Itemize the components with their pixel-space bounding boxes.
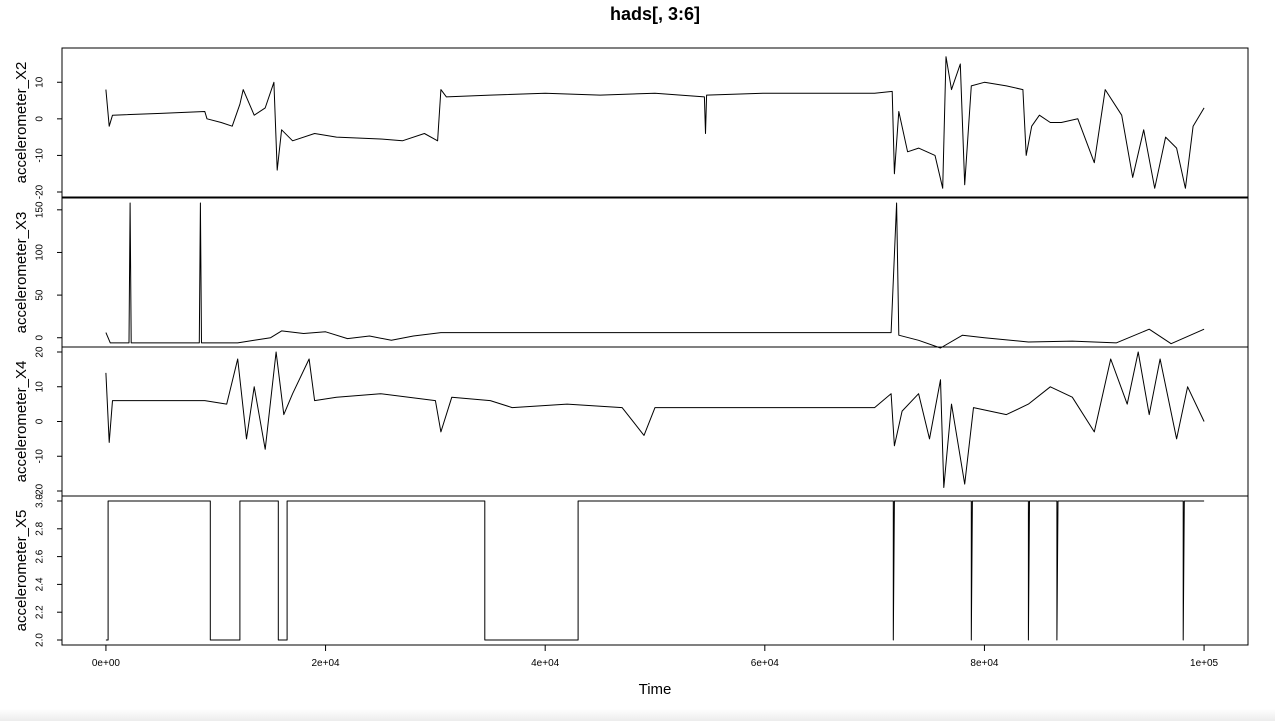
panel-frame — [61, 197, 1249, 348]
y-tick-label: -10 — [35, 449, 46, 464]
panel-accelerometer_X2: -20 -10 0 10 accelerometer_X2 — [13, 47, 1249, 199]
window-bottom-edge — [0, 709, 1275, 721]
x-tick-label: 1e+05 — [1190, 658, 1219, 669]
y-tick-label: 2.4 — [35, 577, 46, 591]
x-tick-label: 8e+04 — [970, 658, 999, 669]
y-tick-label: 100 — [35, 244, 46, 261]
y-tick-label: 150 — [35, 201, 46, 218]
panel-frame — [61, 47, 1249, 198]
y-axis-label-accelerometer_X3: accelerometer_X3 — [13, 212, 30, 334]
series-line-accelerometer_X2 — [105, 56, 1205, 189]
series-line-accelerometer_X4 — [105, 351, 1205, 488]
panel-accelerometer_X4: -20 -10 0 10 20 accelerometer_X4 — [13, 346, 1249, 498]
y-tick-label: 10 — [35, 76, 46, 88]
series-line-accelerometer_X5 — [105, 500, 1205, 641]
y-tick-label: 20 — [35, 346, 46, 358]
y-tick-label: 3.0 — [35, 494, 46, 508]
series-line-accelerometer_X3 — [105, 202, 1205, 349]
y-axis-label-accelerometer_X2: accelerometer_X2 — [13, 62, 30, 184]
y-tick-label: 2.6 — [35, 549, 46, 563]
x-axis-label: Time — [639, 681, 672, 698]
y-tick-label: 0 — [35, 116, 46, 122]
x-tick-label: 6e+04 — [751, 658, 780, 669]
y-tick-label: 2.2 — [35, 605, 46, 619]
y-tick-label: -20 — [35, 483, 46, 498]
x-axis: 0e+00 2e+04 4e+04 6e+04 8e+04 1e+05 — [92, 645, 1219, 669]
y-tick-label: 10 — [35, 381, 46, 393]
panel-accelerometer_X3: 0 50 100 150 accelerometer_X3 — [13, 197, 1249, 349]
y-tick-label: 0 — [35, 335, 46, 341]
y-axis-label-accelerometer_X4: accelerometer_X4 — [13, 361, 30, 483]
y-tick-label: 2.0 — [35, 633, 46, 647]
y-tick-label: 0 — [35, 418, 46, 424]
x-tick-label: 4e+04 — [531, 658, 560, 669]
panel-frame — [61, 346, 1249, 497]
x-tick-label: 0e+00 — [92, 658, 121, 669]
y-tick-label: -10 — [35, 148, 46, 163]
y-tick-label: 50 — [35, 289, 46, 301]
y-tick-label: -20 — [35, 184, 46, 199]
panels: -20-10010accelerometer_X2050100150accele… — [13, 47, 1249, 647]
y-tick-label: 2.8 — [35, 521, 46, 535]
chart-title: hads[, 3:6] — [610, 4, 700, 24]
panel-accelerometer_X5: 2.0 2.2 2.4 2.6 2.8 3.0 accelerometer_X5 — [13, 494, 1249, 647]
panel-frame — [61, 495, 1249, 646]
y-axis-label-accelerometer_X5: accelerometer_X5 — [13, 510, 30, 632]
x-tick-label: 2e+04 — [312, 658, 341, 669]
